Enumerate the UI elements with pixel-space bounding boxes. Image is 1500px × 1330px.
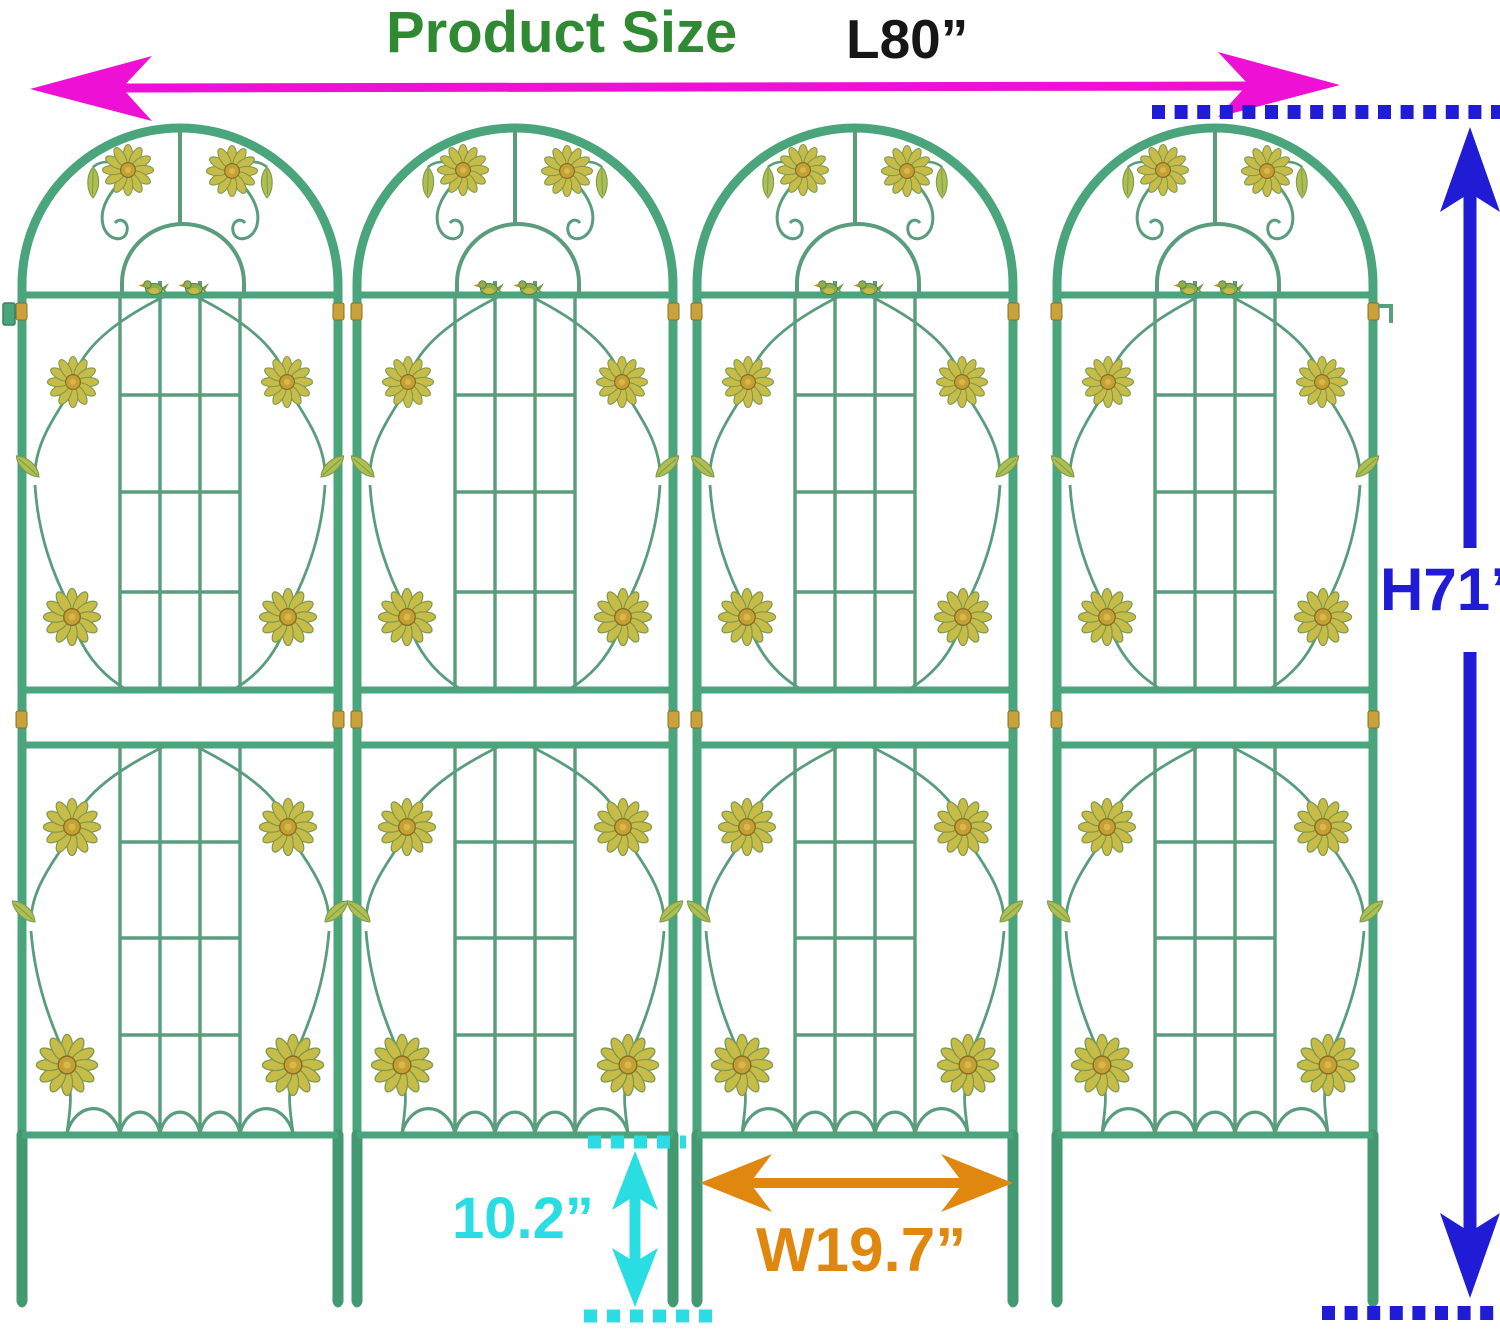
length-label: L80”	[846, 8, 969, 70]
height-label: H71”	[1380, 556, 1500, 623]
height-arrow	[1440, 127, 1500, 1298]
edge-hook	[1378, 304, 1393, 323]
wall-bracket	[2, 302, 16, 326]
stake-height-arrow	[612, 1151, 658, 1307]
trellis-panel-2	[343, 128, 687, 1303]
product-size-title: Product Size	[386, 0, 738, 65]
dimension-annotations	[30, 52, 1500, 1323]
length-arrow	[30, 52, 1340, 121]
trellis-panel-4	[1043, 128, 1387, 1303]
panel-width-arrow	[700, 1154, 1013, 1212]
panel-width-label: W19.7”	[756, 1216, 967, 1285]
trellis-panels	[2, 128, 1393, 1303]
stake-height-label: 10.2”	[452, 1186, 594, 1251]
trellis-panel-1	[8, 128, 352, 1303]
trellis-panel-3	[683, 128, 1027, 1303]
